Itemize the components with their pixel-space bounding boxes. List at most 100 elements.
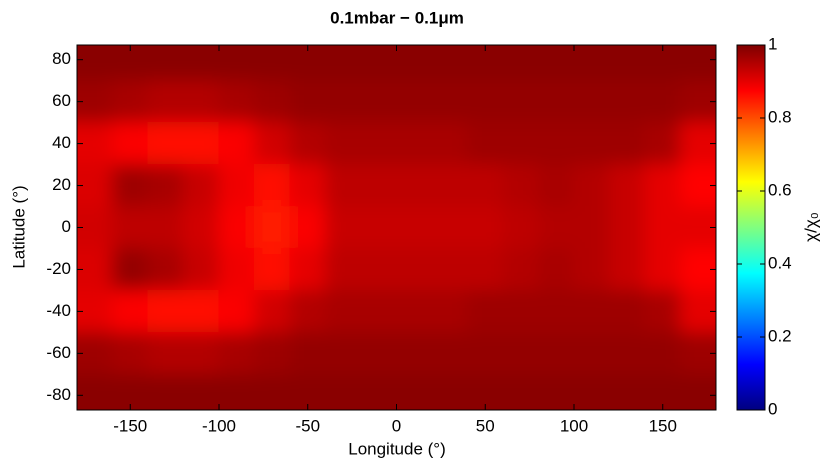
x-tick-label: 0: [392, 416, 401, 435]
contour-cell: [218, 331, 255, 375]
contour-cell: [254, 206, 291, 249]
x-tick-label: -150: [113, 416, 147, 435]
contour-cell: [396, 373, 433, 410]
contour-cell: [325, 164, 362, 208]
contour-cell: [467, 80, 504, 124]
contour-cell: [254, 247, 291, 291]
x-tick-label: -100: [202, 416, 236, 435]
contour-cell: [254, 331, 291, 375]
contour-cell: [502, 206, 539, 249]
contour-cell: [325, 247, 362, 291]
x-tick-label: -50: [295, 416, 320, 435]
contour-cell: [431, 289, 468, 333]
contour-cell: [147, 206, 184, 249]
contour-cell: [147, 122, 184, 166]
contour-cell: [325, 289, 362, 333]
contour-cell: [467, 373, 504, 410]
contour-cell: [360, 289, 397, 333]
contour-cell: [431, 45, 468, 82]
contour-cell: [573, 45, 610, 82]
contour-cell: [396, 80, 433, 124]
y-axis-label: Latitude (°): [9, 185, 28, 268]
contour-cell: [147, 247, 184, 291]
contour-cell: [644, 45, 681, 82]
x-axis-label: Longitude (°): [348, 439, 446, 458]
x-tick-label: 150: [649, 416, 677, 435]
colorbar-tick-label: 0.2: [768, 326, 792, 345]
colorbar-tick-label: 0: [768, 399, 777, 418]
contour-cell: [112, 164, 149, 208]
contour-cells: [77, 45, 716, 410]
contour-cell: [360, 331, 397, 375]
contour-cell: [360, 45, 397, 82]
contour-cell: [431, 247, 468, 291]
contour-cell: [112, 122, 149, 166]
contour-cell: [573, 80, 610, 124]
contour-cell: [644, 164, 681, 208]
contour-cell: [360, 122, 397, 166]
contour-cell: [183, 80, 220, 124]
contour-cell: [77, 45, 113, 82]
contour-cell: [538, 206, 575, 249]
contour-cell: [289, 247, 326, 291]
contour-cell: [502, 45, 539, 82]
contour-cell: [147, 331, 184, 375]
contour-cell: [538, 122, 575, 166]
contour-cell: [538, 164, 575, 208]
contour-cell: [254, 373, 291, 410]
contour-cell: [502, 247, 539, 291]
contour-cell: [218, 80, 255, 124]
contour-cell: [147, 164, 184, 208]
contour-cell: [396, 206, 433, 249]
contour-cell: [467, 247, 504, 291]
contour-cell: [183, 373, 220, 410]
contour-cell: [183, 331, 220, 375]
contour-cell: [183, 247, 220, 291]
contour-cell: [644, 289, 681, 333]
contour-cell: [254, 122, 291, 166]
contour-cell: [680, 45, 716, 82]
contour-cell: [360, 373, 397, 410]
contour-cell: [183, 164, 220, 208]
contour-cell: [609, 122, 646, 166]
contour-cell: [502, 373, 539, 410]
contour-cell: [573, 247, 610, 291]
contour-cell: [467, 45, 504, 82]
contour-cell: [431, 122, 468, 166]
y-tick-label: -80: [46, 385, 71, 404]
y-tick-label: -40: [46, 301, 71, 320]
contour-cell: [289, 373, 326, 410]
contour-cell: [538, 80, 575, 124]
contour-cell: [573, 289, 610, 333]
contour-cell: [644, 206, 681, 249]
contour-cell: [431, 331, 468, 375]
contour-cell: [467, 206, 504, 249]
contour-cell: [396, 164, 433, 208]
contour-cell: [609, 206, 646, 249]
contour-cell: [325, 331, 362, 375]
contour-cell: [289, 45, 326, 82]
contour-cell: [396, 289, 433, 333]
contour-cell: [396, 45, 433, 82]
contour-cell: [112, 45, 149, 82]
contour-cell: [183, 206, 220, 249]
contour-cell: [77, 373, 113, 410]
contour-cell: [502, 122, 539, 166]
contour-cell: [396, 331, 433, 375]
contour-cell: [147, 45, 184, 82]
colorbar-tick-label: 0.8: [768, 107, 792, 126]
contour-cell: [183, 289, 220, 333]
contour-cell: [147, 373, 184, 410]
contour-cell: [183, 122, 220, 166]
contour-cell: [573, 331, 610, 375]
contour-cell: [325, 122, 362, 166]
contour-cell: [289, 80, 326, 124]
y-tick-label: -60: [46, 343, 71, 362]
contour-cell: [644, 80, 681, 124]
contour-cell: [218, 373, 255, 410]
contour-cell: [147, 289, 184, 333]
y-tick-label: 80: [52, 49, 71, 68]
contour-cell: [112, 247, 149, 291]
contour-cell: [289, 331, 326, 375]
